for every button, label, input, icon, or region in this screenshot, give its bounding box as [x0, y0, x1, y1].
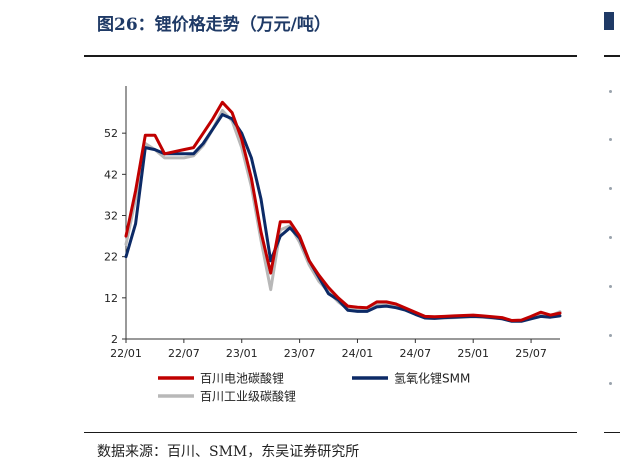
series-line-1 — [124, 100, 562, 322]
y-tick-label: 42 — [104, 168, 118, 181]
y-tick-label: 2 — [111, 333, 118, 346]
y-tick-label: 22 — [104, 251, 118, 264]
adjacent-top-rule — [604, 55, 620, 57]
x-tick-label: 23/07 — [284, 347, 316, 360]
adjacent-panel-dot — [609, 285, 612, 288]
chart-axes: 2 12 22 32 42 52 22/01 22/07 23/01 23/07 24/01 24/0… — [104, 86, 560, 360]
source-note: 数据来源：百川、SMM，东吴证券研究所 — [97, 444, 360, 460]
x-tick-label: 22/01 — [110, 347, 142, 360]
bottom-rule — [84, 432, 577, 433]
x-tick-label: 24/07 — [399, 347, 431, 360]
chart-legend: 百川电池碳酸锂 氢氧化锂SMM 百川工业级碳酸锂 — [158, 371, 470, 404]
top-rule — [84, 55, 577, 57]
series-line-2 — [124, 113, 562, 323]
legend-label-3: 百川工业级碳酸锂 — [200, 389, 296, 404]
x-tick-label: 22/07 — [168, 347, 200, 360]
adjacent-panel-dot — [609, 138, 612, 141]
adjacent-panel-dot — [609, 236, 612, 239]
adjacent-panel-edge — [604, 12, 614, 30]
x-tick-label: 24/01 — [342, 347, 374, 360]
legend-label-2: 氢氧化锂SMM — [394, 371, 470, 386]
y-tick-label: 32 — [104, 210, 118, 223]
chart-series — [124, 100, 562, 323]
adjacent-panel-dot — [609, 90, 612, 93]
figure-title: 图26：锂价格走势（万元/吨） — [97, 15, 331, 35]
series-line-3 — [124, 109, 562, 323]
legend-label-1: 百川电池碳酸锂 — [200, 371, 284, 386]
x-tick-label: 25/01 — [457, 347, 489, 360]
x-tick-label: 25/07 — [515, 347, 547, 360]
adjacent-panel-dot — [609, 187, 612, 190]
y-tick-label: 12 — [104, 292, 118, 305]
adjacent-panel-marks — [609, 90, 615, 390]
adjacent-panel-dot — [609, 334, 612, 337]
adjacent-bottom-rule — [604, 432, 620, 433]
adjacent-panel-dot — [609, 382, 612, 385]
y-tick-label: 52 — [104, 127, 118, 140]
x-tick-label: 23/01 — [226, 347, 258, 360]
